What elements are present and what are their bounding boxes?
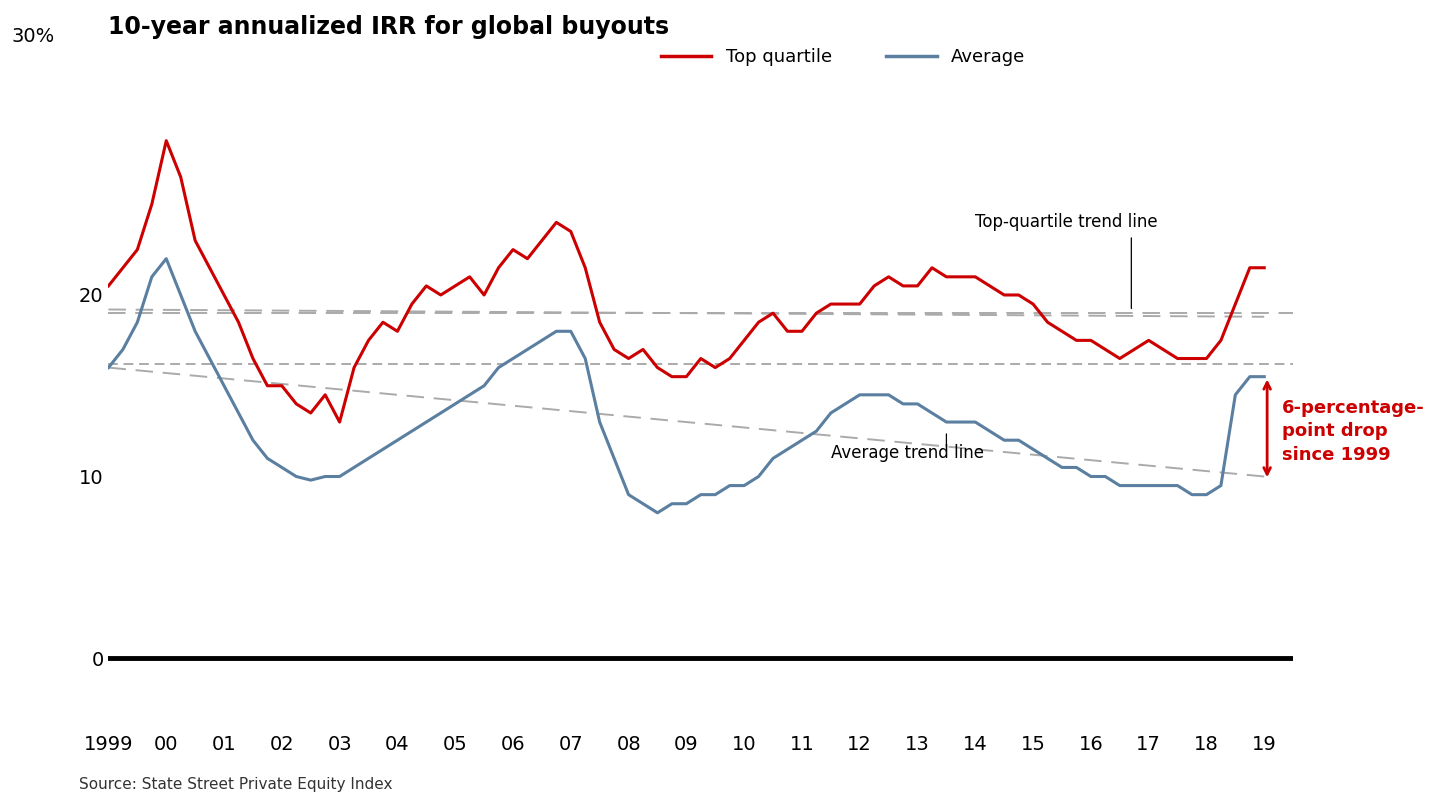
Text: 30%: 30% (12, 27, 55, 45)
Text: 10-year annualized IRR for global buyouts: 10-year annualized IRR for global buyout… (108, 15, 670, 39)
Text: Source: State Street Private Equity Index: Source: State Street Private Equity Inde… (79, 777, 393, 792)
Text: 6-percentage-
point drop
since 1999: 6-percentage- point drop since 1999 (1282, 399, 1424, 463)
Text: Average trend line: Average trend line (831, 444, 984, 462)
Text: Top-quartile trend line: Top-quartile trend line (975, 214, 1158, 232)
Legend: Top quartile, Average: Top quartile, Average (654, 41, 1032, 74)
